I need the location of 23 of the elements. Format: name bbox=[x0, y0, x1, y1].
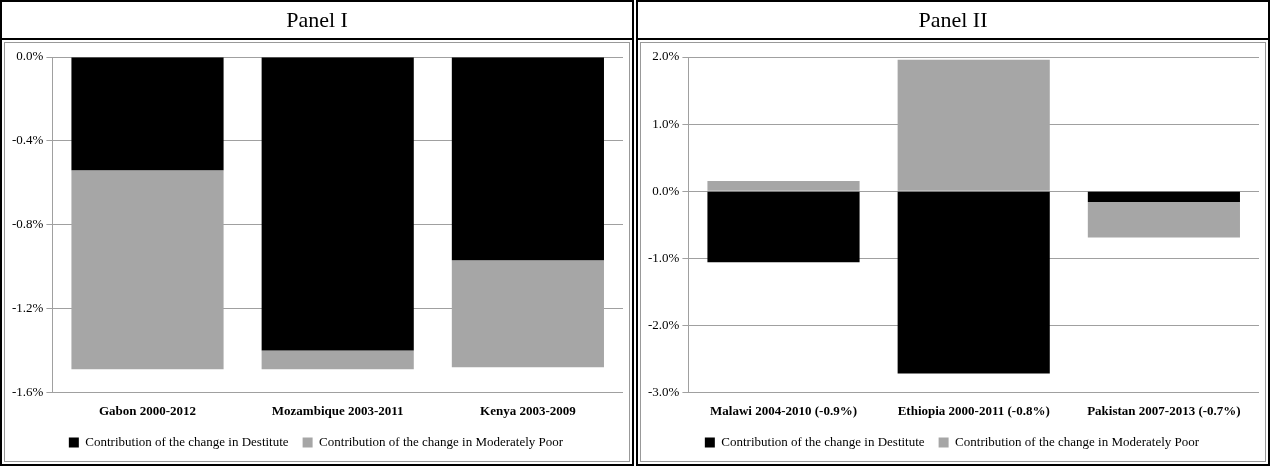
legend-label: Contribution of the change in Destitute bbox=[721, 433, 925, 449]
legend-label: Contribution of the change in Moderately Poor bbox=[319, 433, 564, 449]
legend-label: Contribution of the change in Destitute bbox=[85, 433, 289, 449]
y-tick-label: 0.0% bbox=[16, 48, 44, 64]
y-tick-label: -1.2% bbox=[11, 299, 44, 315]
y-tick-label: -1.0% bbox=[647, 249, 680, 265]
legend-label: Contribution of the change in Moderately Poor bbox=[955, 433, 1200, 449]
y-tick-label: -3.0% bbox=[647, 383, 680, 399]
x-tick-label: Ethiopia 2000-2011 (-0.8%) bbox=[897, 402, 1050, 418]
x-tick-label: Malawi 2004-2010 (-0.9%) bbox=[710, 402, 857, 418]
y-tick-label: -2.0% bbox=[647, 316, 680, 332]
chart-title: Panel II bbox=[638, 2, 1268, 40]
y-tick-label: 0.0% bbox=[652, 182, 680, 198]
x-tick-label: Gabon 2000-2012 bbox=[98, 402, 197, 418]
x-tick-label: Pakistan 2007-2013 (-0.7%) bbox=[1087, 402, 1241, 418]
x-tick-label: Kenya 2003-2009 bbox=[480, 402, 577, 418]
y-tick-label: 2.0% bbox=[652, 48, 680, 64]
y-tick-label: -0.4% bbox=[11, 132, 44, 148]
x-tick-label: Mozambique 2003-2011 bbox=[271, 402, 404, 418]
y-tick-label: -0.8% bbox=[11, 216, 44, 232]
y-tick-label: 1.0% bbox=[652, 115, 680, 131]
chart-title: Panel I bbox=[2, 2, 632, 40]
y-tick-label: -1.6% bbox=[11, 383, 44, 399]
